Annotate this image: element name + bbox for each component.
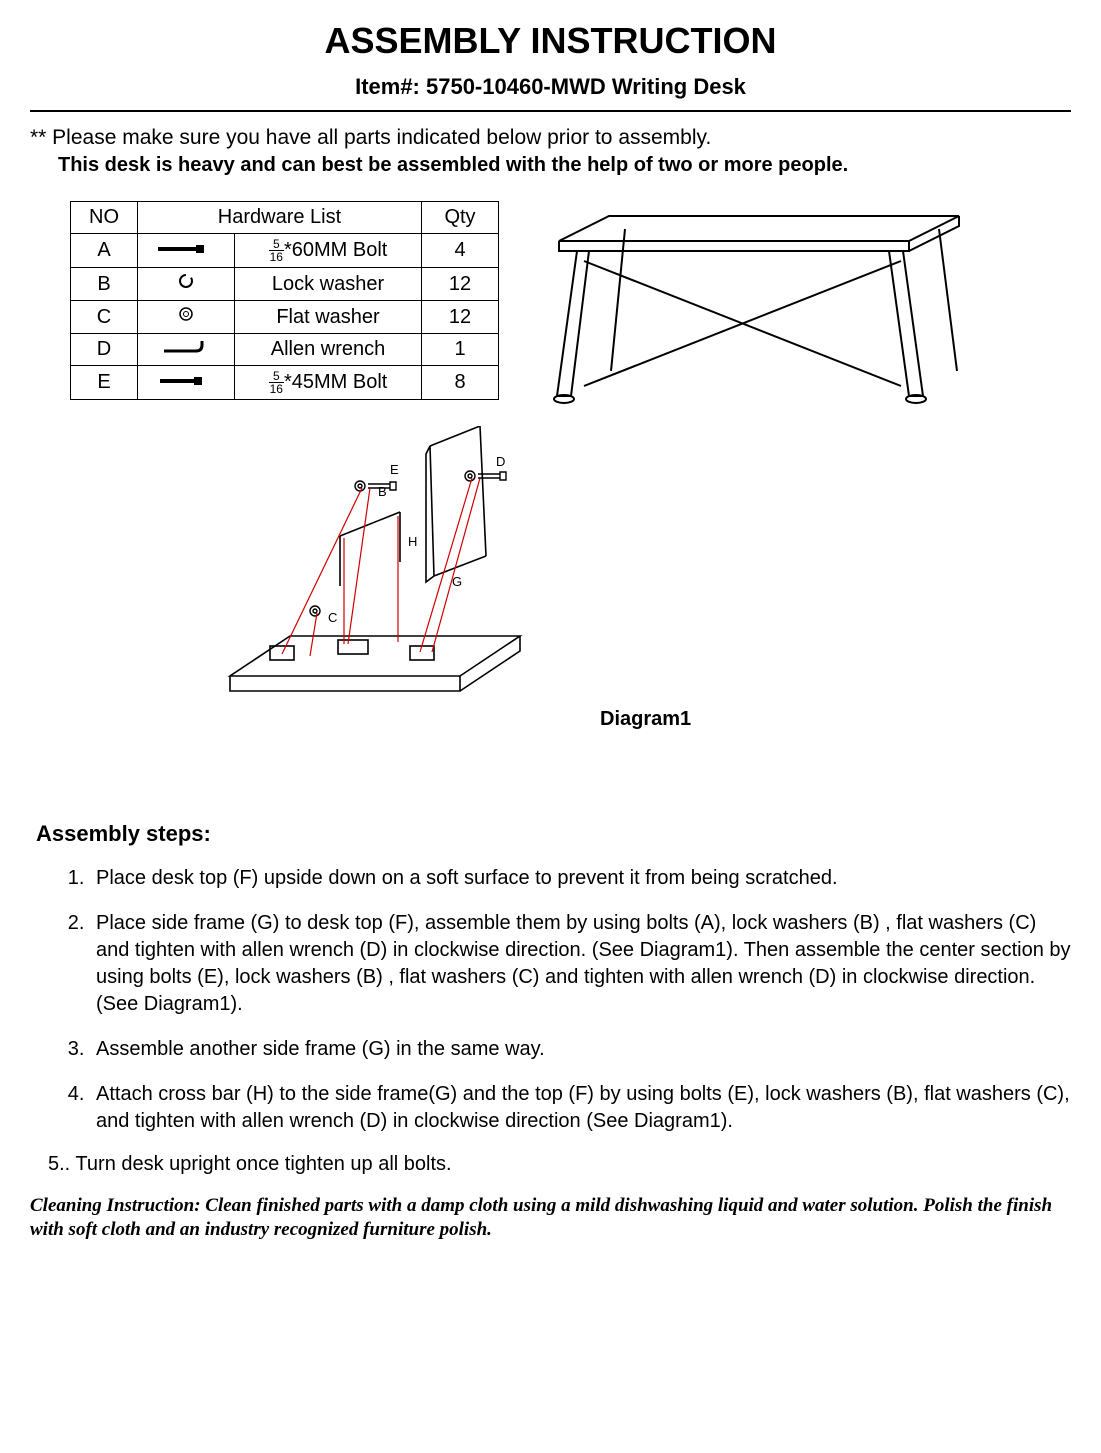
header-qty: Qty [422, 202, 499, 234]
allen-wrench-icon [138, 334, 235, 366]
hardware-table: NO Hardware List Qty A 516*60MM Bolt 4 B… [70, 201, 499, 400]
cell-qty: 12 [422, 268, 499, 301]
cell-name: 516*45MM Bolt [235, 366, 422, 400]
cell-name: Allen wrench [235, 334, 422, 366]
list-item: Place desk top (F) upside down on a soft… [90, 865, 1071, 892]
lock-washer-icon [138, 268, 235, 301]
cell-qty: 4 [422, 234, 499, 268]
svg-text:B: B [378, 484, 387, 499]
note-parts: ** Please make sure you have all parts i… [30, 126, 1071, 150]
note-heavy: This desk is heavy and can best be assem… [58, 154, 1071, 177]
cell-name: Lock washer [235, 268, 422, 301]
diagram-label: Diagram1 [600, 708, 691, 731]
assembly-steps-list: Place desk top (F) upside down on a soft… [30, 865, 1071, 1135]
page-title: ASSEMBLY INSTRUCTION [30, 20, 1071, 62]
header-desc: Hardware List [138, 202, 422, 234]
item-number: Item#: 5750-10460-MWD Writing Desk [30, 74, 1071, 100]
cell-qty: 8 [422, 366, 499, 400]
cell-no: E [71, 366, 138, 400]
list-item: Place side frame (G) to desk top (F), as… [90, 910, 1071, 1018]
svg-text:H: H [408, 534, 417, 549]
steps-heading: Assembly steps: [36, 821, 1071, 847]
divider [30, 110, 1071, 112]
cell-name: Flat washer [235, 301, 422, 334]
header-no: NO [71, 202, 138, 234]
assembly-exploded-diagram: G H D E B C [220, 426, 580, 791]
table-row: A 516*60MM Bolt 4 [71, 234, 499, 268]
cell-qty: 1 [422, 334, 499, 366]
cell-no: C [71, 301, 138, 334]
table-row: D Allen wrench 1 [71, 334, 499, 366]
table-row: E 516*45MM Bolt 8 [71, 366, 499, 400]
svg-text:G: G [452, 574, 462, 589]
cell-name: 516*60MM Bolt [235, 234, 422, 268]
svg-text:C: C [328, 610, 337, 625]
cleaning-instruction: Cleaning Instruction: Clean finished par… [30, 1194, 1071, 1242]
bolt-icon [138, 234, 235, 268]
cell-qty: 12 [422, 301, 499, 334]
svg-text:D: D [496, 454, 505, 469]
list-item: Attach cross bar (H) to the side frame(G… [90, 1081, 1071, 1135]
cell-no: B [71, 268, 138, 301]
bolt-icon [138, 366, 235, 400]
svg-text:E: E [390, 462, 399, 477]
desk-finished-diagram [529, 201, 989, 416]
cell-no: D [71, 334, 138, 366]
table-row: B Lock washer 12 [71, 268, 499, 301]
list-item: Assemble another side frame (G) in the s… [90, 1036, 1071, 1063]
cell-no: A [71, 234, 138, 268]
flat-washer-icon [138, 301, 235, 334]
step-5: 5.. Turn desk upright once tighten up al… [48, 1153, 1071, 1176]
table-header-row: NO Hardware List Qty [71, 202, 499, 234]
table-row: C Flat washer 12 [71, 301, 499, 334]
